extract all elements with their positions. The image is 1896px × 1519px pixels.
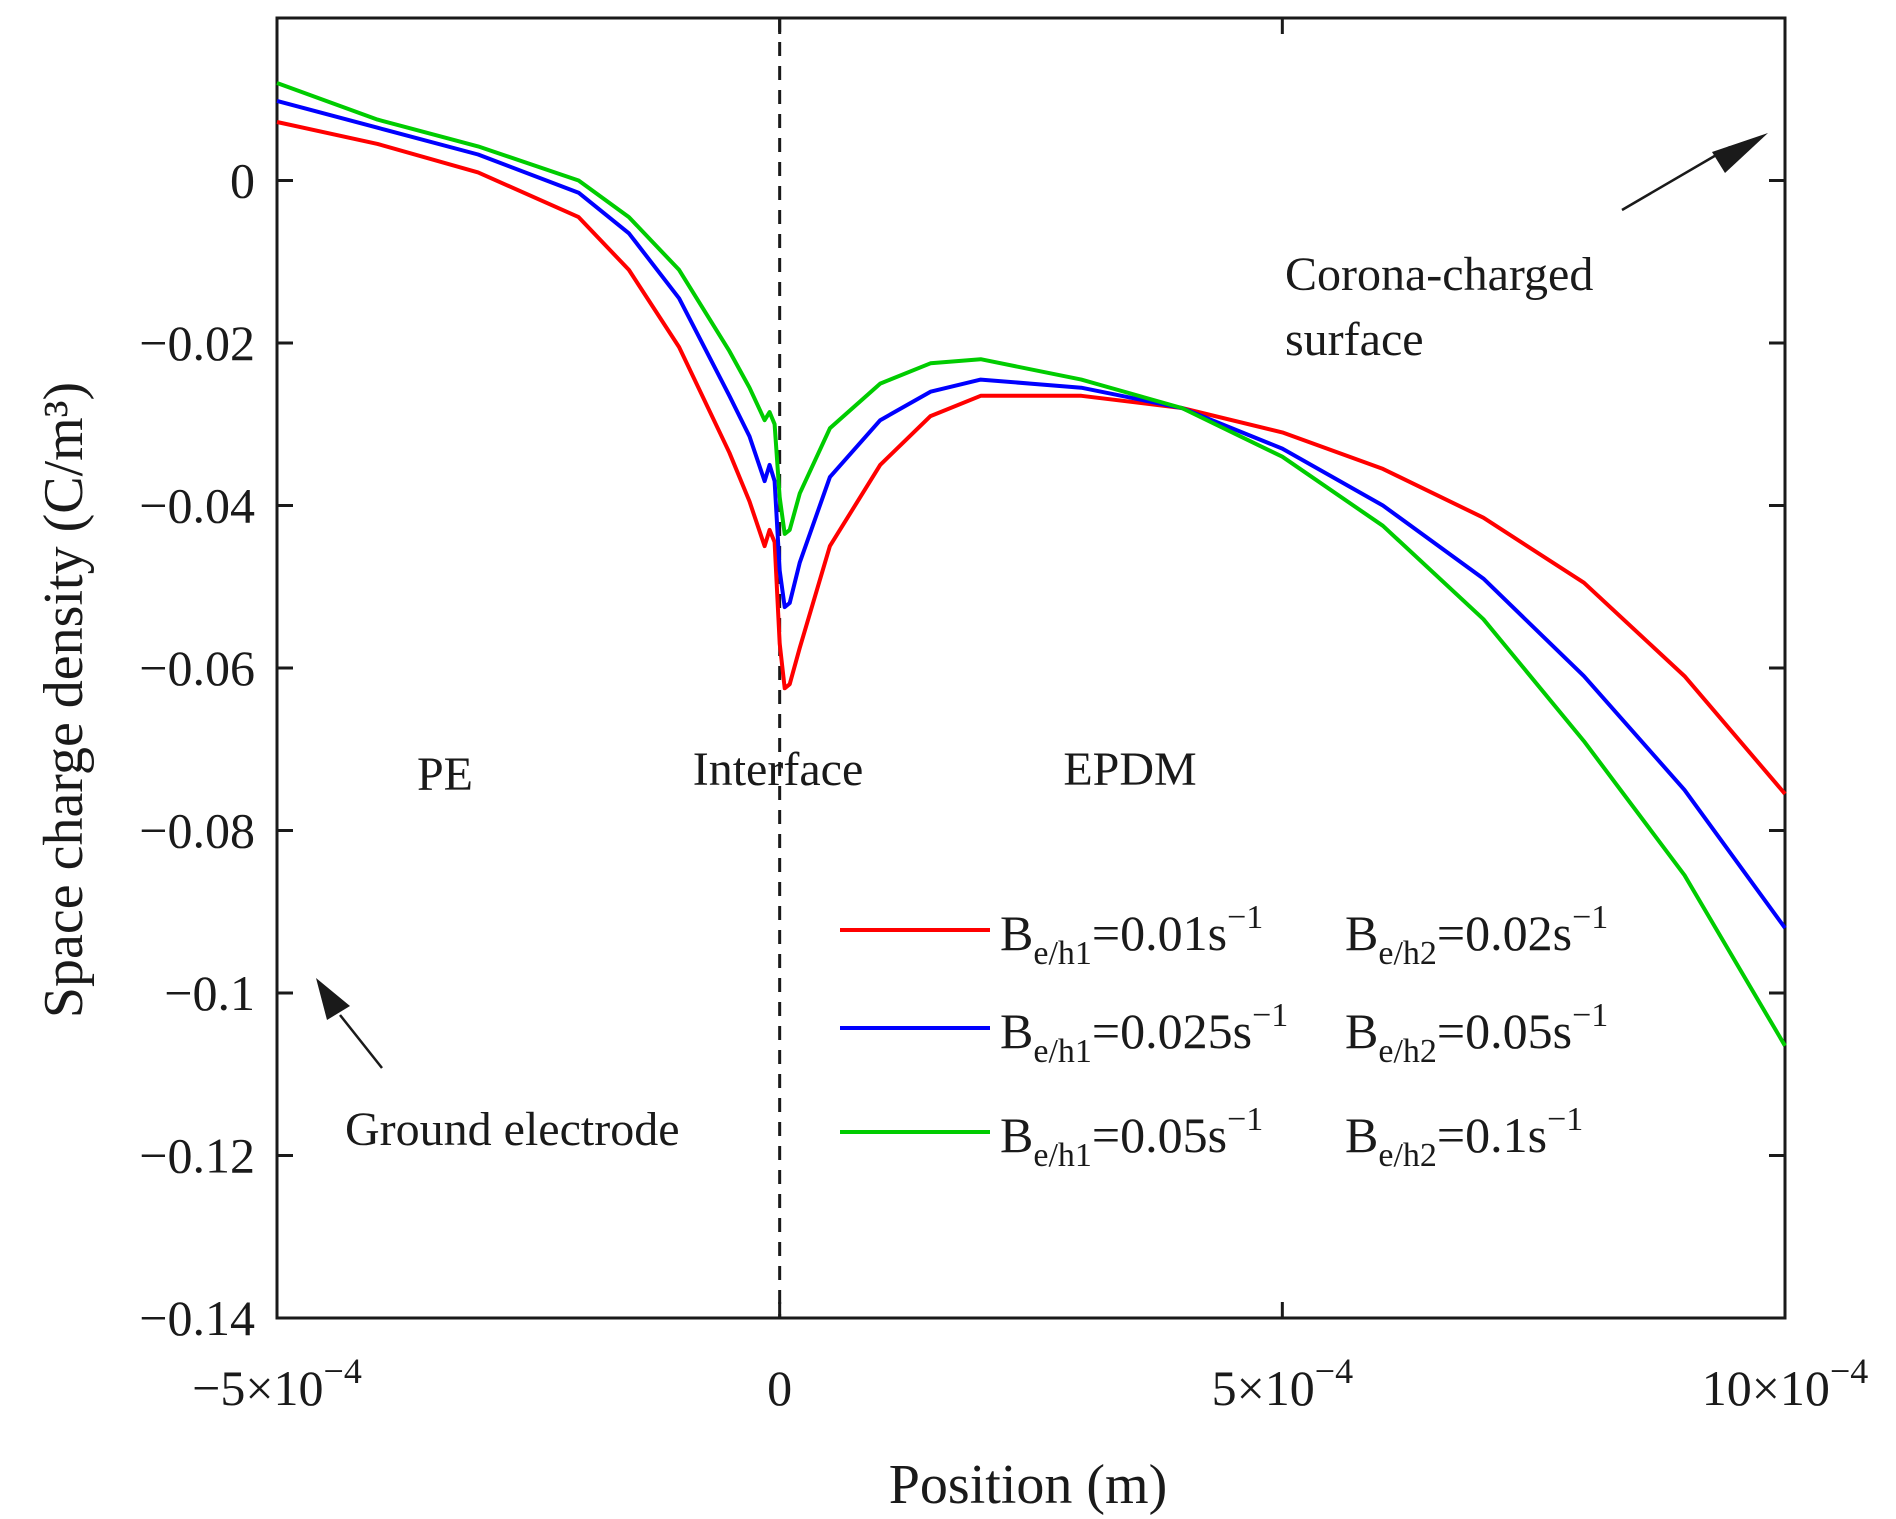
arrow-corona [1621,133,1768,212]
y-axis-title: Space charge density (C/m³) [33,382,95,1018]
legend-label: Be/h1=0.025s−1 [1000,997,1288,1070]
arrow-head-icon [1712,133,1768,173]
x-tick-label-exponent: −4 [324,1351,362,1391]
region-label-pe: PE [417,748,473,801]
annotation-ground: Ground electrode [345,1103,680,1156]
x-tick-label-base: 5×10 [1212,1360,1315,1416]
y-tick-label: −0.08 [139,803,255,859]
legend-label: Be/h1=0.05s−1 [1000,1101,1263,1174]
y-tick-label: −0.1 [164,965,255,1021]
legend: Be/h1=0.01s−1 Be/h2=0.02s−1 Be/h1=0.025s−1… [840,899,1608,1174]
annotation-corona-line2: surface [1285,313,1424,366]
series-line-1 [276,120,1787,796]
x-tick-label-base: −5×10 [192,1360,323,1416]
series-line-2 [276,98,1787,930]
series-line-3 [276,81,1787,1047]
x-tick-label: 0 [767,1360,792,1416]
legend-label: Be/h2=0.05s−1 [1345,997,1608,1070]
x-tick-label: 5×10−4 [1212,1351,1354,1416]
axis-ticks [275,18,1787,1320]
legend-label: Be/h2=0.1s−1 [1345,1101,1583,1174]
x-tick-label-base: 0 [767,1360,792,1416]
x-tick-label-exponent: −4 [1315,1351,1353,1391]
series-group [276,81,1787,1047]
region-label-epdm: EPDM [1063,743,1196,796]
annotation-corona-line1: Corona-charged [1285,248,1593,301]
x-tick-label-exponent: −4 [1830,1351,1868,1391]
x-tick-label-base: 10×10 [1702,1360,1830,1416]
y-tick-label: −0.04 [139,478,255,534]
y-tick-label: −0.14 [139,1290,255,1346]
legend-label: Be/h1=0.01s−1 [1000,899,1263,972]
region-label-interface: Interface [693,743,864,796]
x-axis-title: Position (m) [889,1454,1167,1516]
x-tick-label: 10×10−4 [1702,1351,1869,1416]
arrow-head-icon [316,978,350,1020]
legend-item-3: Be/h1=0.05s−1 Be/h2=0.1s−1 [840,1101,1583,1174]
y-tick-label: −0.12 [139,1128,255,1184]
legend-item-1: Be/h1=0.01s−1 Be/h2=0.02s−1 [840,899,1608,972]
legend-item-2: Be/h1=0.025s−1 Be/h2=0.05s−1 [840,997,1608,1070]
legend-label: Be/h2=0.02s−1 [1345,899,1608,972]
y-tick-label: −0.02 [139,315,255,371]
x-tick-label: −5×10−4 [192,1351,362,1416]
y-tick-label: 0 [230,153,255,209]
y-tick-label: −0.06 [139,640,255,696]
tick-labels: 0−0.02−0.04−0.06−0.08−0.1−0.12−0.14−5×10… [139,153,1868,1417]
arrow-ground [316,978,383,1069]
